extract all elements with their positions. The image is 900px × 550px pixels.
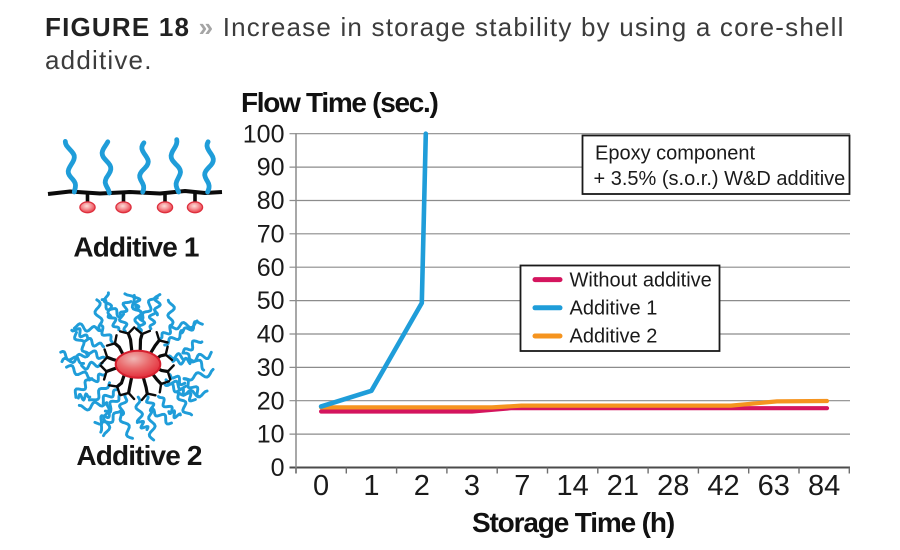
svg-text:30: 30 <box>257 354 285 382</box>
svg-text:21: 21 <box>607 470 639 502</box>
svg-text:42: 42 <box>707 470 739 502</box>
svg-text:Storage Time (h): Storage Time (h) <box>472 507 674 538</box>
svg-text:Additive 2: Additive 2 <box>76 440 202 471</box>
svg-text:70: 70 <box>257 220 285 248</box>
svg-text:2: 2 <box>414 470 430 502</box>
svg-text:50: 50 <box>257 287 285 315</box>
svg-text:84: 84 <box>808 470 840 502</box>
svg-text:28: 28 <box>657 470 689 502</box>
svg-text:Epoxy component: Epoxy component <box>595 142 756 164</box>
svg-text:63: 63 <box>758 470 790 502</box>
svg-text:1: 1 <box>363 470 379 502</box>
svg-text:20: 20 <box>257 387 285 415</box>
svg-text:Flow Time (sec.): Flow Time (sec.) <box>241 87 438 118</box>
svg-text:Without additive: Without additive <box>570 269 712 291</box>
svg-text:10: 10 <box>257 421 285 449</box>
svg-text:0: 0 <box>271 454 285 482</box>
svg-text:Additive 1: Additive 1 <box>73 232 199 263</box>
svg-text:80: 80 <box>257 187 285 215</box>
svg-text:Additive 1: Additive 1 <box>570 298 658 320</box>
svg-text:90: 90 <box>257 154 285 182</box>
svg-text:60: 60 <box>257 254 285 282</box>
svg-text:100: 100 <box>243 120 285 148</box>
svg-text:14: 14 <box>556 470 588 502</box>
svg-text:7: 7 <box>514 470 530 502</box>
svg-text:40: 40 <box>257 321 285 349</box>
svg-text:Additive 2: Additive 2 <box>570 326 658 348</box>
svg-text:0: 0 <box>313 470 329 502</box>
svg-text:+ 3.5% (s.o.r.) W&D additive: + 3.5% (s.o.r.) W&D additive <box>594 168 846 190</box>
svg-text:3: 3 <box>464 470 480 502</box>
